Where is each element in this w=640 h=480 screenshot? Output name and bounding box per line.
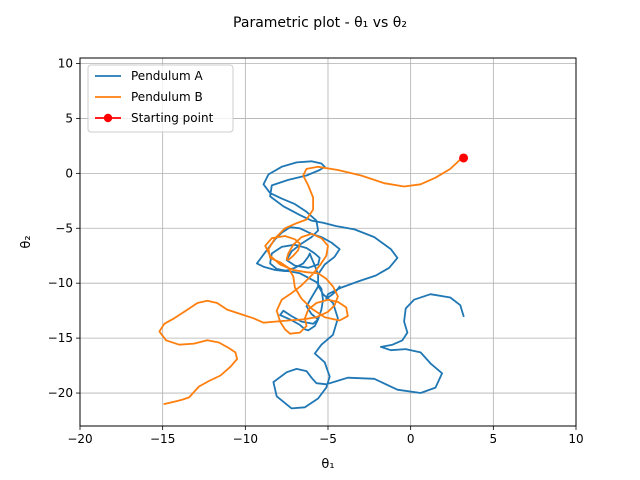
series-line-pendulum-b [158, 157, 463, 405]
chart-title: Parametric plot - θ₁ vs θ₂ [233, 15, 407, 31]
x-tick-label: −15 [150, 432, 175, 446]
x-tick-label: −10 [233, 432, 258, 446]
x-tick-label: −5 [319, 432, 337, 446]
x-tick-label: 10 [568, 432, 583, 446]
legend-box [87, 64, 234, 133]
y-tick-label: 5 [65, 111, 73, 125]
legend-marker [103, 113, 113, 123]
grid-lines [79, 58, 577, 426]
y-ticks: −20 −15 −10 −5 0 5 10 [48, 56, 80, 400]
y-tick-label: −20 [48, 386, 73, 400]
y-tick-label: 10 [58, 56, 73, 70]
plot-area [158, 153, 469, 410]
y-tick-label: −5 [55, 221, 73, 235]
x-tick-label: 5 [490, 432, 498, 446]
y-tick-label: −15 [48, 331, 73, 345]
x-axis-label: θ₁ [321, 457, 334, 472]
legend: Pendulum A Pendulum B Starting point [87, 64, 234, 133]
starting-point-marker [459, 153, 469, 163]
y-axis-label: θ₂ [19, 235, 34, 248]
legend-label: Starting point [131, 111, 214, 125]
legend-label: Pendulum A [131, 69, 203, 83]
legend-label: Pendulum B [131, 90, 203, 104]
y-tick-label: 0 [65, 166, 73, 180]
x-tick-label: −20 [67, 432, 92, 446]
x-tick-label: 0 [407, 432, 415, 446]
y-tick-label: −10 [48, 276, 73, 290]
x-ticks: −20 −15 −10 −5 0 5 10 [67, 426, 584, 446]
